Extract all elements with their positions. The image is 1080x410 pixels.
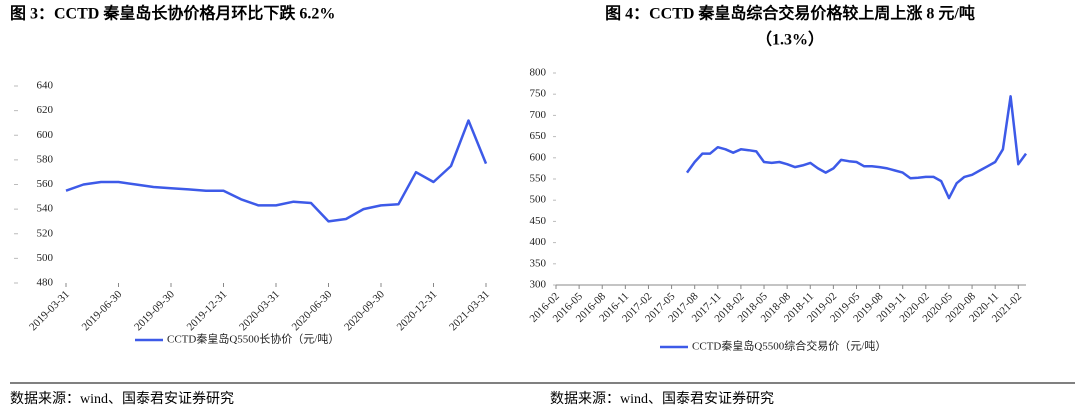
y-tick-label: 550 <box>530 173 547 185</box>
y-tick-label: 400 <box>530 236 547 248</box>
x-tick-label: 2019-12-31 <box>185 288 230 333</box>
y-tick-label: 300 <box>530 279 547 291</box>
y-tick-label: 600 <box>530 151 547 163</box>
x-tick-label: 2019-03-31 <box>27 288 72 333</box>
y-tick-label: 620 <box>37 104 54 116</box>
x-tick-label: 2020-12-31 <box>395 288 440 333</box>
y-tick-label: 560 <box>37 178 54 190</box>
y-tick-label: 540 <box>37 203 54 215</box>
y-tick-label: 520 <box>37 227 54 239</box>
chart-title: （1.3%） <box>756 31 824 49</box>
chart-title: 图 3：CCTD 秦皇岛长协价格月环比下跌 6.2% <box>10 4 335 23</box>
y-tick-label: 500 <box>37 252 54 264</box>
y-tick-label: 580 <box>37 153 54 165</box>
y-tick-label: 650 <box>530 130 547 142</box>
x-tick-label: 2019-06-30 <box>80 288 125 333</box>
legend-label: CCTD秦皇岛Q5500综合交易价（元/吨） <box>692 339 886 353</box>
source-note: 数据来源：wind、国泰君安证券研究 <box>550 391 774 407</box>
source-note: 数据来源：wind、国泰君安证券研究 <box>10 391 234 407</box>
y-tick-label: 800 <box>530 67 547 79</box>
y-tick-label: 640 <box>37 80 54 92</box>
x-tick-label: 2020-03-31 <box>237 288 282 333</box>
data-line <box>65 119 488 223</box>
x-tick-label: 2020-06-30 <box>290 288 335 333</box>
y-tick-label: 450 <box>530 215 547 227</box>
y-tick-label: 350 <box>530 257 547 269</box>
y-tick-label: 750 <box>530 88 547 100</box>
y-tick-label: 500 <box>530 194 547 206</box>
legend-label: CCTD秦皇岛Q5500长协价（元/吨） <box>167 332 339 346</box>
y-tick-label: 700 <box>530 109 547 121</box>
x-tick-label: 2021-03-31 <box>447 288 492 333</box>
y-tick-label: 600 <box>37 129 54 141</box>
y-tick-label: 480 <box>37 277 54 289</box>
chart-title: 图 4：CCTD 秦皇岛综合交易价格较上周上涨 8 元/吨 <box>605 4 975 23</box>
data-line <box>685 95 1028 200</box>
x-tick-label: 2019-09-30 <box>132 288 177 333</box>
x-tick-label: 2020-09-30 <box>342 288 387 333</box>
